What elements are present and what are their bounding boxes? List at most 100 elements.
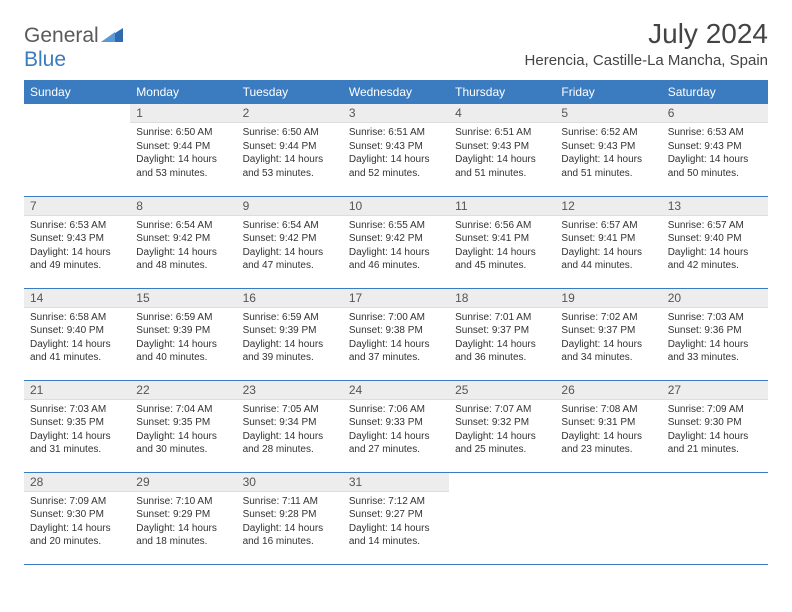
day-header-row: SundayMondayTuesdayWednesdayThursdayFrid… [24,80,768,104]
day-cell: 26Sunrise: 7:08 AMSunset: 9:31 PMDayligh… [555,380,661,472]
day-number: 23 [237,381,343,400]
day-number: 11 [449,197,555,216]
day-content: Sunrise: 7:11 AMSunset: 9:28 PMDaylight:… [237,492,343,552]
day-cell [555,472,661,564]
day-number: 28 [24,473,130,492]
day-cell: 18Sunrise: 7:01 AMSunset: 9:37 PMDayligh… [449,288,555,380]
day-content: Sunrise: 7:09 AMSunset: 9:30 PMDaylight:… [24,492,130,552]
day-number: 8 [130,197,236,216]
day-content: Sunrise: 6:56 AMSunset: 9:41 PMDaylight:… [449,216,555,276]
day-content: Sunrise: 6:53 AMSunset: 9:43 PMDaylight:… [662,123,768,183]
week-row: 28Sunrise: 7:09 AMSunset: 9:30 PMDayligh… [24,472,768,564]
day-header: Tuesday [237,80,343,104]
day-content: Sunrise: 6:51 AMSunset: 9:43 PMDaylight:… [449,123,555,183]
day-number: 3 [343,104,449,123]
day-cell: 28Sunrise: 7:09 AMSunset: 9:30 PMDayligh… [24,472,130,564]
day-content: Sunrise: 7:05 AMSunset: 9:34 PMDaylight:… [237,400,343,460]
day-number: 30 [237,473,343,492]
day-cell: 10Sunrise: 6:55 AMSunset: 9:42 PMDayligh… [343,196,449,288]
day-cell: 20Sunrise: 7:03 AMSunset: 9:36 PMDayligh… [662,288,768,380]
day-content: Sunrise: 7:06 AMSunset: 9:33 PMDaylight:… [343,400,449,460]
logo-triangle-icon [101,24,123,48]
logo-part1: General [24,24,99,47]
day-cell: 8Sunrise: 6:54 AMSunset: 9:42 PMDaylight… [130,196,236,288]
day-header: Wednesday [343,80,449,104]
day-content: Sunrise: 6:57 AMSunset: 9:40 PMDaylight:… [662,216,768,276]
day-cell: 23Sunrise: 7:05 AMSunset: 9:34 PMDayligh… [237,380,343,472]
day-content: Sunrise: 7:01 AMSunset: 9:37 PMDaylight:… [449,308,555,368]
logo-text: GeneralBlue [24,24,123,72]
day-number: 16 [237,289,343,308]
calendar-page: GeneralBlue July 2024 Herencia, Castille… [0,0,792,583]
day-cell: 15Sunrise: 6:59 AMSunset: 9:39 PMDayligh… [130,288,236,380]
day-number: 26 [555,381,661,400]
day-header: Saturday [662,80,768,104]
day-cell: 6Sunrise: 6:53 AMSunset: 9:43 PMDaylight… [662,104,768,196]
day-cell: 14Sunrise: 6:58 AMSunset: 9:40 PMDayligh… [24,288,130,380]
day-number: 25 [449,381,555,400]
day-number: 29 [130,473,236,492]
day-cell: 21Sunrise: 7:03 AMSunset: 9:35 PMDayligh… [24,380,130,472]
week-row: 1Sunrise: 6:50 AMSunset: 9:44 PMDaylight… [24,104,768,196]
day-content: Sunrise: 6:50 AMSunset: 9:44 PMDaylight:… [130,123,236,183]
day-cell: 19Sunrise: 7:02 AMSunset: 9:37 PMDayligh… [555,288,661,380]
day-content: Sunrise: 7:07 AMSunset: 9:32 PMDaylight:… [449,400,555,460]
day-cell: 16Sunrise: 6:59 AMSunset: 9:39 PMDayligh… [237,288,343,380]
week-row: 7Sunrise: 6:53 AMSunset: 9:43 PMDaylight… [24,196,768,288]
day-number: 10 [343,197,449,216]
day-number: 9 [237,197,343,216]
day-content: Sunrise: 6:52 AMSunset: 9:43 PMDaylight:… [555,123,661,183]
title-block: July 2024 Herencia, Castille-La Mancha, … [525,18,768,69]
day-content: Sunrise: 6:54 AMSunset: 9:42 PMDaylight:… [130,216,236,276]
day-content: Sunrise: 7:04 AMSunset: 9:35 PMDaylight:… [130,400,236,460]
day-cell: 27Sunrise: 7:09 AMSunset: 9:30 PMDayligh… [662,380,768,472]
day-content: Sunrise: 6:53 AMSunset: 9:43 PMDaylight:… [24,216,130,276]
day-header: Sunday [24,80,130,104]
day-cell: 11Sunrise: 6:56 AMSunset: 9:41 PMDayligh… [449,196,555,288]
day-cell: 3Sunrise: 6:51 AMSunset: 9:43 PMDaylight… [343,104,449,196]
day-number: 22 [130,381,236,400]
day-number: 15 [130,289,236,308]
day-number: 1 [130,104,236,123]
day-cell: 29Sunrise: 7:10 AMSunset: 9:29 PMDayligh… [130,472,236,564]
header: GeneralBlue July 2024 Herencia, Castille… [24,18,768,72]
day-number: 20 [662,289,768,308]
day-cell: 7Sunrise: 6:53 AMSunset: 9:43 PMDaylight… [24,196,130,288]
day-cell: 30Sunrise: 7:11 AMSunset: 9:28 PMDayligh… [237,472,343,564]
day-cell [24,104,130,196]
day-content: Sunrise: 6:59 AMSunset: 9:39 PMDaylight:… [130,308,236,368]
day-number: 2 [237,104,343,123]
day-content: Sunrise: 6:54 AMSunset: 9:42 PMDaylight:… [237,216,343,276]
day-content: Sunrise: 7:12 AMSunset: 9:27 PMDaylight:… [343,492,449,552]
day-number: 31 [343,473,449,492]
day-cell: 1Sunrise: 6:50 AMSunset: 9:44 PMDaylight… [130,104,236,196]
day-content: Sunrise: 7:09 AMSunset: 9:30 PMDaylight:… [662,400,768,460]
day-number: 7 [24,197,130,216]
location: Herencia, Castille-La Mancha, Spain [525,52,768,69]
day-cell: 4Sunrise: 6:51 AMSunset: 9:43 PMDaylight… [449,104,555,196]
day-content: Sunrise: 6:57 AMSunset: 9:41 PMDaylight:… [555,216,661,276]
day-number: 14 [24,289,130,308]
day-content: Sunrise: 6:59 AMSunset: 9:39 PMDaylight:… [237,308,343,368]
day-cell [662,472,768,564]
day-cell: 12Sunrise: 6:57 AMSunset: 9:41 PMDayligh… [555,196,661,288]
day-content: Sunrise: 7:10 AMSunset: 9:29 PMDaylight:… [130,492,236,552]
day-number: 27 [662,381,768,400]
day-cell: 31Sunrise: 7:12 AMSunset: 9:27 PMDayligh… [343,472,449,564]
day-number: 21 [24,381,130,400]
day-number: 19 [555,289,661,308]
day-cell: 22Sunrise: 7:04 AMSunset: 9:35 PMDayligh… [130,380,236,472]
day-content: Sunrise: 7:03 AMSunset: 9:36 PMDaylight:… [662,308,768,368]
day-header: Thursday [449,80,555,104]
day-content: Sunrise: 7:03 AMSunset: 9:35 PMDaylight:… [24,400,130,460]
day-cell: 17Sunrise: 7:00 AMSunset: 9:38 PMDayligh… [343,288,449,380]
day-cell: 13Sunrise: 6:57 AMSunset: 9:40 PMDayligh… [662,196,768,288]
day-content: Sunrise: 7:02 AMSunset: 9:37 PMDaylight:… [555,308,661,368]
day-cell [449,472,555,564]
day-cell: 2Sunrise: 6:50 AMSunset: 9:44 PMDaylight… [237,104,343,196]
month-title: July 2024 [525,18,768,50]
day-number: 18 [449,289,555,308]
day-number: 5 [555,104,661,123]
day-cell: 5Sunrise: 6:52 AMSunset: 9:43 PMDaylight… [555,104,661,196]
day-cell: 25Sunrise: 7:07 AMSunset: 9:32 PMDayligh… [449,380,555,472]
